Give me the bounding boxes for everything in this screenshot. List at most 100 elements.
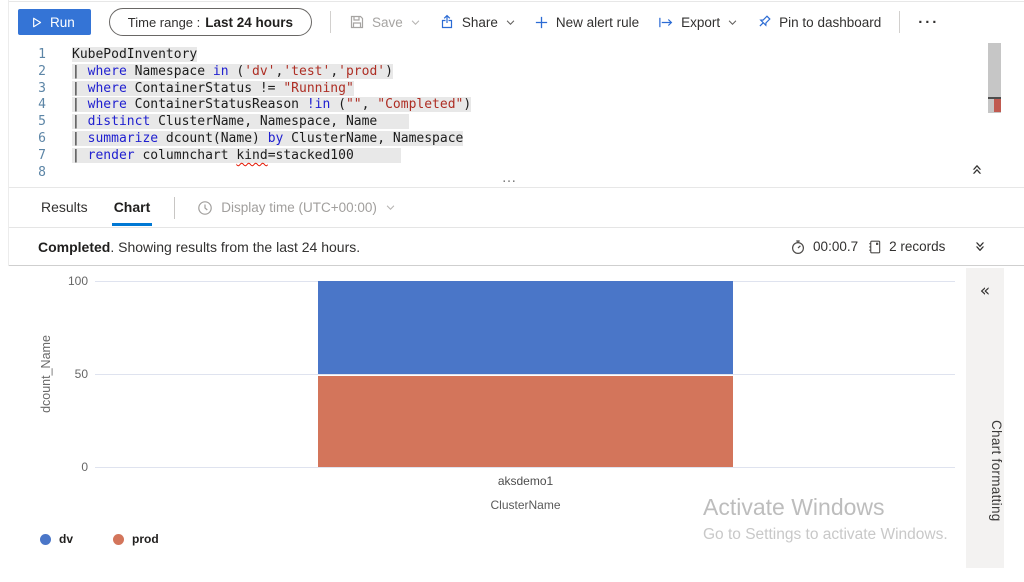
code-token: 'dv' (244, 63, 276, 79)
activate-windows-subtext: Go to Settings to activate Windows. (703, 526, 948, 543)
code-token: | (72, 80, 88, 96)
editor-error-marker (994, 99, 1001, 112)
code-token: ( (330, 97, 346, 113)
chart-panel: dcount_Name 100 50 0 aksdemo1 ClusterName … (0, 266, 966, 582)
tab-results[interactable]: Results (41, 199, 88, 215)
line-number: 8 (38, 164, 46, 180)
code-token: ) (463, 97, 472, 113)
run-button[interactable]: Run (18, 9, 91, 35)
code-token: ContainerStatusReason (126, 97, 307, 113)
save-icon (350, 15, 364, 29)
collapse-results-button[interactable]: « (969, 237, 991, 256)
x-axis-label: ClusterName (490, 498, 561, 512)
code-token: | (72, 130, 88, 146)
editor-code[interactable]: KubePodInventory | where Namespace in ('d… (72, 47, 1004, 181)
y-axis-tick-label: 100 (67, 274, 88, 288)
code-line[interactable]: | where Namespace in ('dv','test','prod'… (72, 63, 1004, 81)
results-tabbar: Results Chart Display time (UTC+00:00) (9, 187, 1024, 228)
code-token: ClusterName, Namespace (283, 130, 464, 146)
code-selection: | where ContainerStatus != "Running" (72, 80, 354, 96)
tab-chart[interactable]: Chart (111, 189, 153, 226)
legend-item-dv[interactable]: dv (40, 532, 73, 546)
bar-segment-dv[interactable] (318, 281, 733, 374)
chart-legend: dv prod (40, 532, 159, 546)
line-number: 3 (38, 80, 46, 96)
plus-icon (535, 16, 547, 28)
share-icon (441, 14, 452, 29)
record-count: 2 records (867, 239, 945, 255)
code-line[interactable]: | summarize dcount(Name) by ClusterName,… (72, 130, 1004, 148)
code-token: 'test' (283, 63, 331, 79)
export-button[interactable]: Export (657, 15, 738, 30)
code-token: , (275, 63, 284, 79)
code-token: | (72, 147, 88, 163)
share-button[interactable]: Share (439, 14, 516, 30)
code-line[interactable]: | where ContainerStatus != "Running" (72, 80, 1004, 98)
code-token: , (330, 63, 339, 79)
code-token: 'prod' (338, 63, 386, 79)
legend-dot (113, 533, 125, 545)
code-token: distinct (87, 114, 151, 130)
collapse-editor-button[interactable]: « (966, 158, 989, 180)
query-status-detail: . Showing results from the last 24 hours… (110, 238, 361, 255)
query-status-state: Completed (38, 238, 111, 255)
code-token: kind (236, 147, 268, 163)
gridline (95, 467, 955, 468)
code-token: | (72, 114, 88, 130)
code-token: "Completed" (377, 97, 464, 113)
query-elapsed-time: 00:00.7 (790, 239, 858, 255)
new-alert-rule-label: New alert rule (555, 14, 640, 30)
more-commands-button[interactable]: ··· (918, 13, 940, 31)
save-button[interactable]: Save (349, 14, 421, 30)
legend-label: prod (132, 532, 159, 546)
editor-resize-handle[interactable]: … (501, 169, 519, 186)
chevron-down-icon (386, 205, 395, 210)
query-status-bar: Completed. Showing results from the last… (9, 228, 1024, 266)
code-token: ContainerStatus != (126, 80, 284, 96)
chevron-down-icon (506, 19, 515, 25)
activate-windows-watermark: Activate Windows (703, 494, 885, 520)
records-icon (869, 240, 881, 253)
pin-to-dashboard-button[interactable]: Pin to dashboard (756, 14, 881, 30)
code-selection: | summarize dcount(Name) by ClusterName,… (72, 130, 464, 146)
code-token: !in (306, 97, 331, 113)
code-token: , (361, 97, 378, 113)
code-selection: | where Namespace in ('dv','test','prod'… (72, 63, 393, 79)
new-alert-rule-button[interactable]: New alert rule (534, 15, 639, 30)
code-line[interactable]: | distinct ClusterName, Namespace, Name (72, 114, 1004, 131)
expand-panel-button[interactable]: « (974, 280, 996, 302)
y-axis-tick-label: 50 (74, 367, 88, 381)
code-token: ( (228, 63, 245, 79)
line-number: 6 (38, 130, 46, 146)
code-token: summarize (87, 130, 159, 146)
code-line[interactable]: | where ContainerStatusReason !in ("", "… (72, 97, 1004, 114)
elapsed-time-value: 00:00.7 (813, 239, 859, 254)
code-token: in (212, 63, 229, 79)
code-line[interactable]: KubePodInventory (72, 47, 1004, 64)
display-time-dropdown[interactable]: Display time (UTC+00:00) (197, 200, 396, 216)
chart-formatting-panel: « Chart formatting (966, 268, 1004, 568)
editor-overview-marker-line (988, 97, 1001, 99)
code-line[interactable]: | render columnchart kind=stacked100 (72, 147, 1004, 165)
editor-scrollbar[interactable] (988, 43, 1001, 113)
time-range-label: Time range : (127, 14, 201, 30)
code-token: columnchart (134, 147, 237, 163)
toolbar-divider (899, 11, 901, 33)
time-range-value: Last 24 hours (205, 14, 294, 30)
code-token: | (72, 63, 88, 79)
time-range-picker[interactable]: Time range : Last 24 hours (108, 8, 313, 36)
export-button-label: Export (681, 14, 721, 30)
record-count-value: 2 records (889, 239, 946, 254)
code-token: KubePodInventory (72, 47, 198, 62)
code-selection: | where ContainerStatusReason !in ("", "… (72, 97, 472, 113)
chevron-down-icon (728, 19, 737, 25)
display-time-label: Display time (UTC+00:00) (221, 200, 377, 215)
legend-item-prod[interactable]: prod (113, 532, 159, 546)
stopwatch-icon (792, 239, 805, 254)
bar-segment-prod[interactable] (318, 376, 733, 467)
code-token: where (87, 80, 127, 96)
clock-icon (198, 200, 213, 215)
double-chevron-down-icon: « (968, 240, 991, 253)
